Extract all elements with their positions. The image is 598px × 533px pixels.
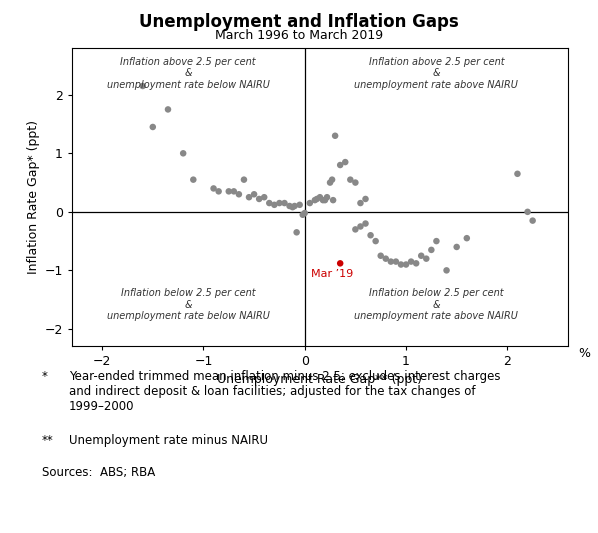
Point xyxy=(315,193,325,201)
Point xyxy=(300,209,310,217)
Point xyxy=(244,193,254,201)
Point xyxy=(462,234,472,243)
Point xyxy=(163,105,173,114)
Point xyxy=(249,190,259,199)
Point xyxy=(340,158,350,166)
Point xyxy=(416,252,426,260)
Point xyxy=(328,196,338,204)
Text: Unemployment rate minus NAIRU: Unemployment rate minus NAIRU xyxy=(69,434,268,447)
Point xyxy=(280,199,289,207)
Point xyxy=(295,200,304,209)
Point xyxy=(148,123,158,131)
Text: %: % xyxy=(578,348,590,360)
Point xyxy=(356,199,365,207)
Text: Sources:  ABS; RBA: Sources: ABS; RBA xyxy=(42,466,155,479)
Point xyxy=(396,260,406,269)
Point xyxy=(432,237,441,245)
Point xyxy=(292,228,301,237)
Point xyxy=(214,187,224,196)
Point xyxy=(411,259,421,268)
Point xyxy=(288,203,297,212)
Point xyxy=(320,196,329,204)
Point xyxy=(138,82,148,90)
Point xyxy=(298,211,307,219)
Point xyxy=(386,257,396,266)
Point xyxy=(188,175,198,184)
Text: Mar ’19: Mar ’19 xyxy=(311,269,353,279)
Point xyxy=(426,246,436,254)
Point xyxy=(310,196,320,204)
Point xyxy=(356,222,365,231)
Text: Inflation above 2.5 per cent
&
unemployment rate below NAIRU: Inflation above 2.5 per cent & unemploym… xyxy=(107,56,270,90)
X-axis label: Unemployment Rate Gap** (ppt): Unemployment Rate Gap** (ppt) xyxy=(218,373,422,386)
Point xyxy=(335,161,345,169)
Point xyxy=(381,254,390,263)
Point xyxy=(305,199,315,207)
Point xyxy=(401,260,411,269)
Point xyxy=(406,257,416,266)
Point xyxy=(330,132,340,140)
Point xyxy=(350,225,360,233)
Point xyxy=(512,169,522,178)
Point xyxy=(327,175,337,184)
Text: Inflation above 2.5 per cent
&
unemployment rate above NAIRU: Inflation above 2.5 per cent & unemploym… xyxy=(355,56,518,90)
Y-axis label: Inflation Rate Gap* (ppt): Inflation Rate Gap* (ppt) xyxy=(27,120,40,274)
Point xyxy=(312,195,322,203)
Point xyxy=(229,187,239,196)
Text: *: * xyxy=(42,370,48,383)
Point xyxy=(442,266,451,274)
Point xyxy=(528,216,538,225)
Point xyxy=(371,237,380,245)
Point xyxy=(422,254,431,263)
Text: Unemployment and Inflation Gaps: Unemployment and Inflation Gaps xyxy=(139,13,459,31)
Text: Inflation below 2.5 per cent
&
unemployment rate below NAIRU: Inflation below 2.5 per cent & unemploym… xyxy=(107,288,270,321)
Point xyxy=(322,193,332,201)
Text: **: ** xyxy=(42,434,54,447)
Point xyxy=(260,193,269,201)
Point xyxy=(239,175,249,184)
Point xyxy=(452,243,462,251)
Text: Inflation below 2.5 per cent
&
unemployment rate above NAIRU: Inflation below 2.5 per cent & unemploym… xyxy=(355,288,518,321)
Point xyxy=(209,184,218,193)
Point xyxy=(391,257,401,266)
Point xyxy=(178,149,188,158)
Point xyxy=(361,195,370,203)
Point xyxy=(366,231,376,239)
Point xyxy=(350,179,360,187)
Point xyxy=(270,200,279,209)
Point xyxy=(376,252,386,260)
Point xyxy=(254,195,264,203)
Point xyxy=(274,199,284,207)
Point xyxy=(264,199,274,207)
Text: Year-ended trimmed mean inflation minus 2.5; excludes interest charges
and indir: Year-ended trimmed mean inflation minus … xyxy=(69,370,501,414)
Point xyxy=(285,201,294,210)
Point xyxy=(361,219,370,228)
Point xyxy=(335,259,345,268)
Point xyxy=(318,196,328,204)
Point xyxy=(290,201,300,210)
Point xyxy=(224,187,234,196)
Point xyxy=(346,175,355,184)
Point xyxy=(234,190,243,199)
Point xyxy=(325,179,335,187)
Point xyxy=(523,207,532,216)
Text: March 1996 to March 2019: March 1996 to March 2019 xyxy=(215,29,383,42)
